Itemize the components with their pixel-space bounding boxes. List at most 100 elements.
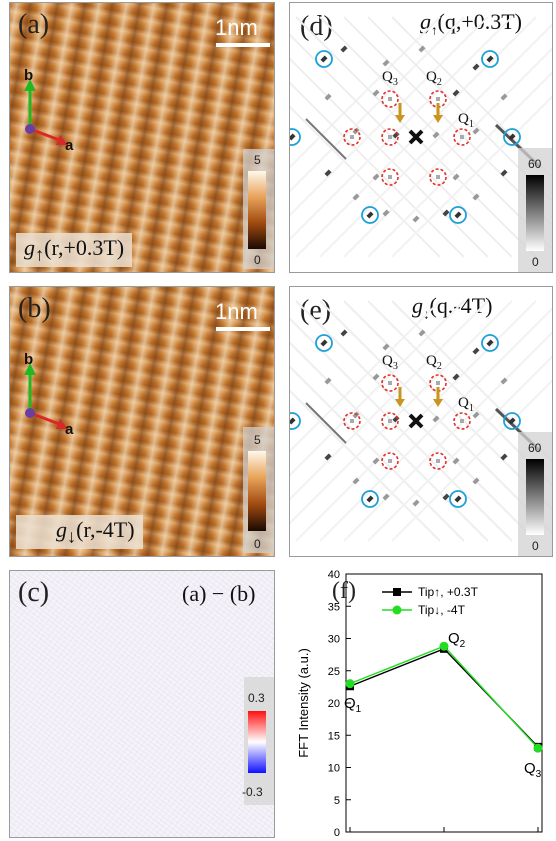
y-tick-label: 20 bbox=[328, 698, 340, 710]
fft-spot bbox=[418, 329, 426, 337]
panel-d-q2-label: Q2 bbox=[426, 69, 442, 88]
gold-arrow-head bbox=[433, 115, 443, 123]
fft-spot bbox=[500, 93, 508, 101]
gold-arrow-head bbox=[395, 399, 405, 407]
panel-d-q1-main: Q bbox=[458, 111, 469, 127]
fft-streak bbox=[319, 307, 552, 542]
panel-d-q1-label: Q1 bbox=[458, 111, 474, 130]
q-vector-circle bbox=[429, 168, 447, 186]
series-point bbox=[345, 679, 355, 689]
panel-e-q2-main: Q bbox=[426, 353, 437, 369]
panel-e-cbar-max: 60 bbox=[528, 441, 542, 455]
panel-a-colorbar bbox=[248, 171, 266, 249]
y-tick-label: 40 bbox=[328, 569, 340, 581]
fft-spot bbox=[372, 89, 380, 97]
fft-spot bbox=[472, 193, 480, 201]
panel-b-axis-b-label: b bbox=[24, 351, 34, 368]
fft-spot bbox=[412, 499, 420, 507]
panel-e-q3-main: Q bbox=[382, 353, 393, 369]
panel-e-q3-label: Q3 bbox=[382, 353, 398, 372]
q-vector-circle bbox=[343, 412, 361, 430]
fft-spot bbox=[324, 377, 332, 385]
panel-c-colorbar bbox=[248, 711, 266, 773]
category-label: Q2 bbox=[448, 630, 466, 650]
bragg-peak-circle bbox=[290, 412, 301, 430]
fft-spot bbox=[372, 457, 380, 465]
series-point bbox=[439, 641, 449, 651]
fft-spot bbox=[324, 169, 332, 177]
q-vector-spot bbox=[350, 419, 354, 423]
panel-b-topograph: (b) 1nm b a 5 0 g↓(r,-4T) bbox=[9, 286, 275, 557]
panel-c-label: (c) bbox=[18, 577, 50, 608]
panel-d-q3-main: Q bbox=[382, 69, 393, 85]
panel-c-cbar-max: 0.3 bbox=[248, 691, 265, 705]
q-vector-circle bbox=[343, 128, 361, 146]
panel-c-title: (a) − (b) bbox=[182, 581, 256, 606]
q-vector-spot bbox=[460, 419, 464, 423]
fft-spot bbox=[372, 373, 380, 381]
fft-spot bbox=[352, 193, 360, 201]
fft-spot bbox=[382, 343, 390, 351]
bragg-peak-circle bbox=[290, 128, 301, 146]
fft-spot bbox=[452, 373, 460, 381]
fft-streak bbox=[290, 16, 465, 193]
fft-spot bbox=[382, 493, 390, 501]
fft-spot bbox=[472, 127, 480, 135]
panel-b-map-args: (r,-4T) bbox=[76, 517, 135, 542]
gold-arrow-head bbox=[395, 115, 405, 123]
legend-marker bbox=[393, 588, 401, 596]
bragg-peak-spot bbox=[320, 55, 328, 63]
panel-e-fft: (e) g↓(q,-4T) Q3 Q2 Q1 60 0 bbox=[289, 286, 553, 557]
bragg-peak-circle bbox=[315, 334, 333, 352]
panel-c-difference-map: (c) (a) − (b) 0.3 -0.3 bbox=[9, 570, 275, 838]
panel-b-colorbar bbox=[248, 451, 266, 531]
q-vector-spot bbox=[436, 381, 440, 385]
panel-d-q2-sub: 2 bbox=[436, 77, 442, 88]
y-tick-label: 30 bbox=[328, 634, 340, 646]
fft-spot bbox=[432, 131, 440, 139]
panel-a-map-args: (r,+0.3T) bbox=[44, 235, 125, 260]
bragg-peak-circle bbox=[361, 206, 379, 224]
y-tick-label: 15 bbox=[328, 730, 340, 742]
fft-streak bbox=[290, 300, 465, 477]
bragg-peak-circle bbox=[315, 50, 333, 68]
panel-f-chart-svg: 0 5 10 15 20 25 30 35 40 FFT Intensity (a.u.) Q1 Q2… bbox=[296, 569, 543, 839]
fft-streak bbox=[319, 23, 552, 258]
panel-f-label: (f) bbox=[332, 578, 356, 604]
fft-spot bbox=[500, 169, 508, 177]
panel-d-q2-main: Q bbox=[426, 69, 437, 85]
panel-a-scale-text: 1nm bbox=[215, 15, 258, 40]
panel-d-fft: (d) g↑(q,+0.3T) Q3 Q2 Q1 60 0 bbox=[289, 2, 553, 273]
y-tick-label: 25 bbox=[328, 666, 340, 678]
q-vector-spot bbox=[350, 135, 354, 139]
fft-streak bbox=[290, 365, 465, 542]
y-tick-label: 10 bbox=[328, 763, 340, 775]
panel-e-q1-label: Q1 bbox=[458, 395, 474, 414]
q-vector-circle bbox=[381, 412, 399, 430]
panel-e-q2-label: Q2 bbox=[426, 353, 442, 372]
fft-center-peak bbox=[408, 413, 424, 429]
panel-a-map-label: g↑(r,+0.3T) bbox=[16, 233, 133, 268]
panel-b-map-arrow: ↓ bbox=[67, 526, 77, 547]
q-vector-spot bbox=[388, 97, 392, 101]
y-tick-label: 35 bbox=[328, 601, 340, 613]
q-vector-circle bbox=[381, 168, 399, 186]
panel-c-cbar-min: -0.3 bbox=[242, 785, 263, 799]
panel-a-cbar-max: 5 bbox=[254, 153, 261, 167]
fft-spot bbox=[452, 173, 460, 181]
bragg-peak-circle bbox=[449, 490, 467, 508]
panel-e-q2-sub: 2 bbox=[436, 361, 442, 372]
panel-d-q3-sub: 3 bbox=[392, 77, 398, 88]
panel-b-scale-text: 1nm bbox=[215, 299, 258, 324]
fft-streak bbox=[290, 16, 441, 169]
q-vector-spot bbox=[388, 419, 392, 423]
fft-spot bbox=[452, 89, 460, 97]
panel-d-cbar-max: 60 bbox=[528, 157, 542, 171]
panel-f-chart: 0 5 10 15 20 25 30 35 40 FFT Intensity (a.u.) Q1 Q2… bbox=[286, 566, 556, 841]
panel-d-q1-sub: 1 bbox=[468, 119, 474, 130]
panel-d-colorbar bbox=[526, 175, 544, 251]
panel-b-cbar-max: 5 bbox=[254, 433, 261, 447]
bragg-peak-spot bbox=[290, 417, 296, 425]
q-vector-circle bbox=[381, 90, 399, 108]
fft-center-peak bbox=[408, 129, 424, 145]
